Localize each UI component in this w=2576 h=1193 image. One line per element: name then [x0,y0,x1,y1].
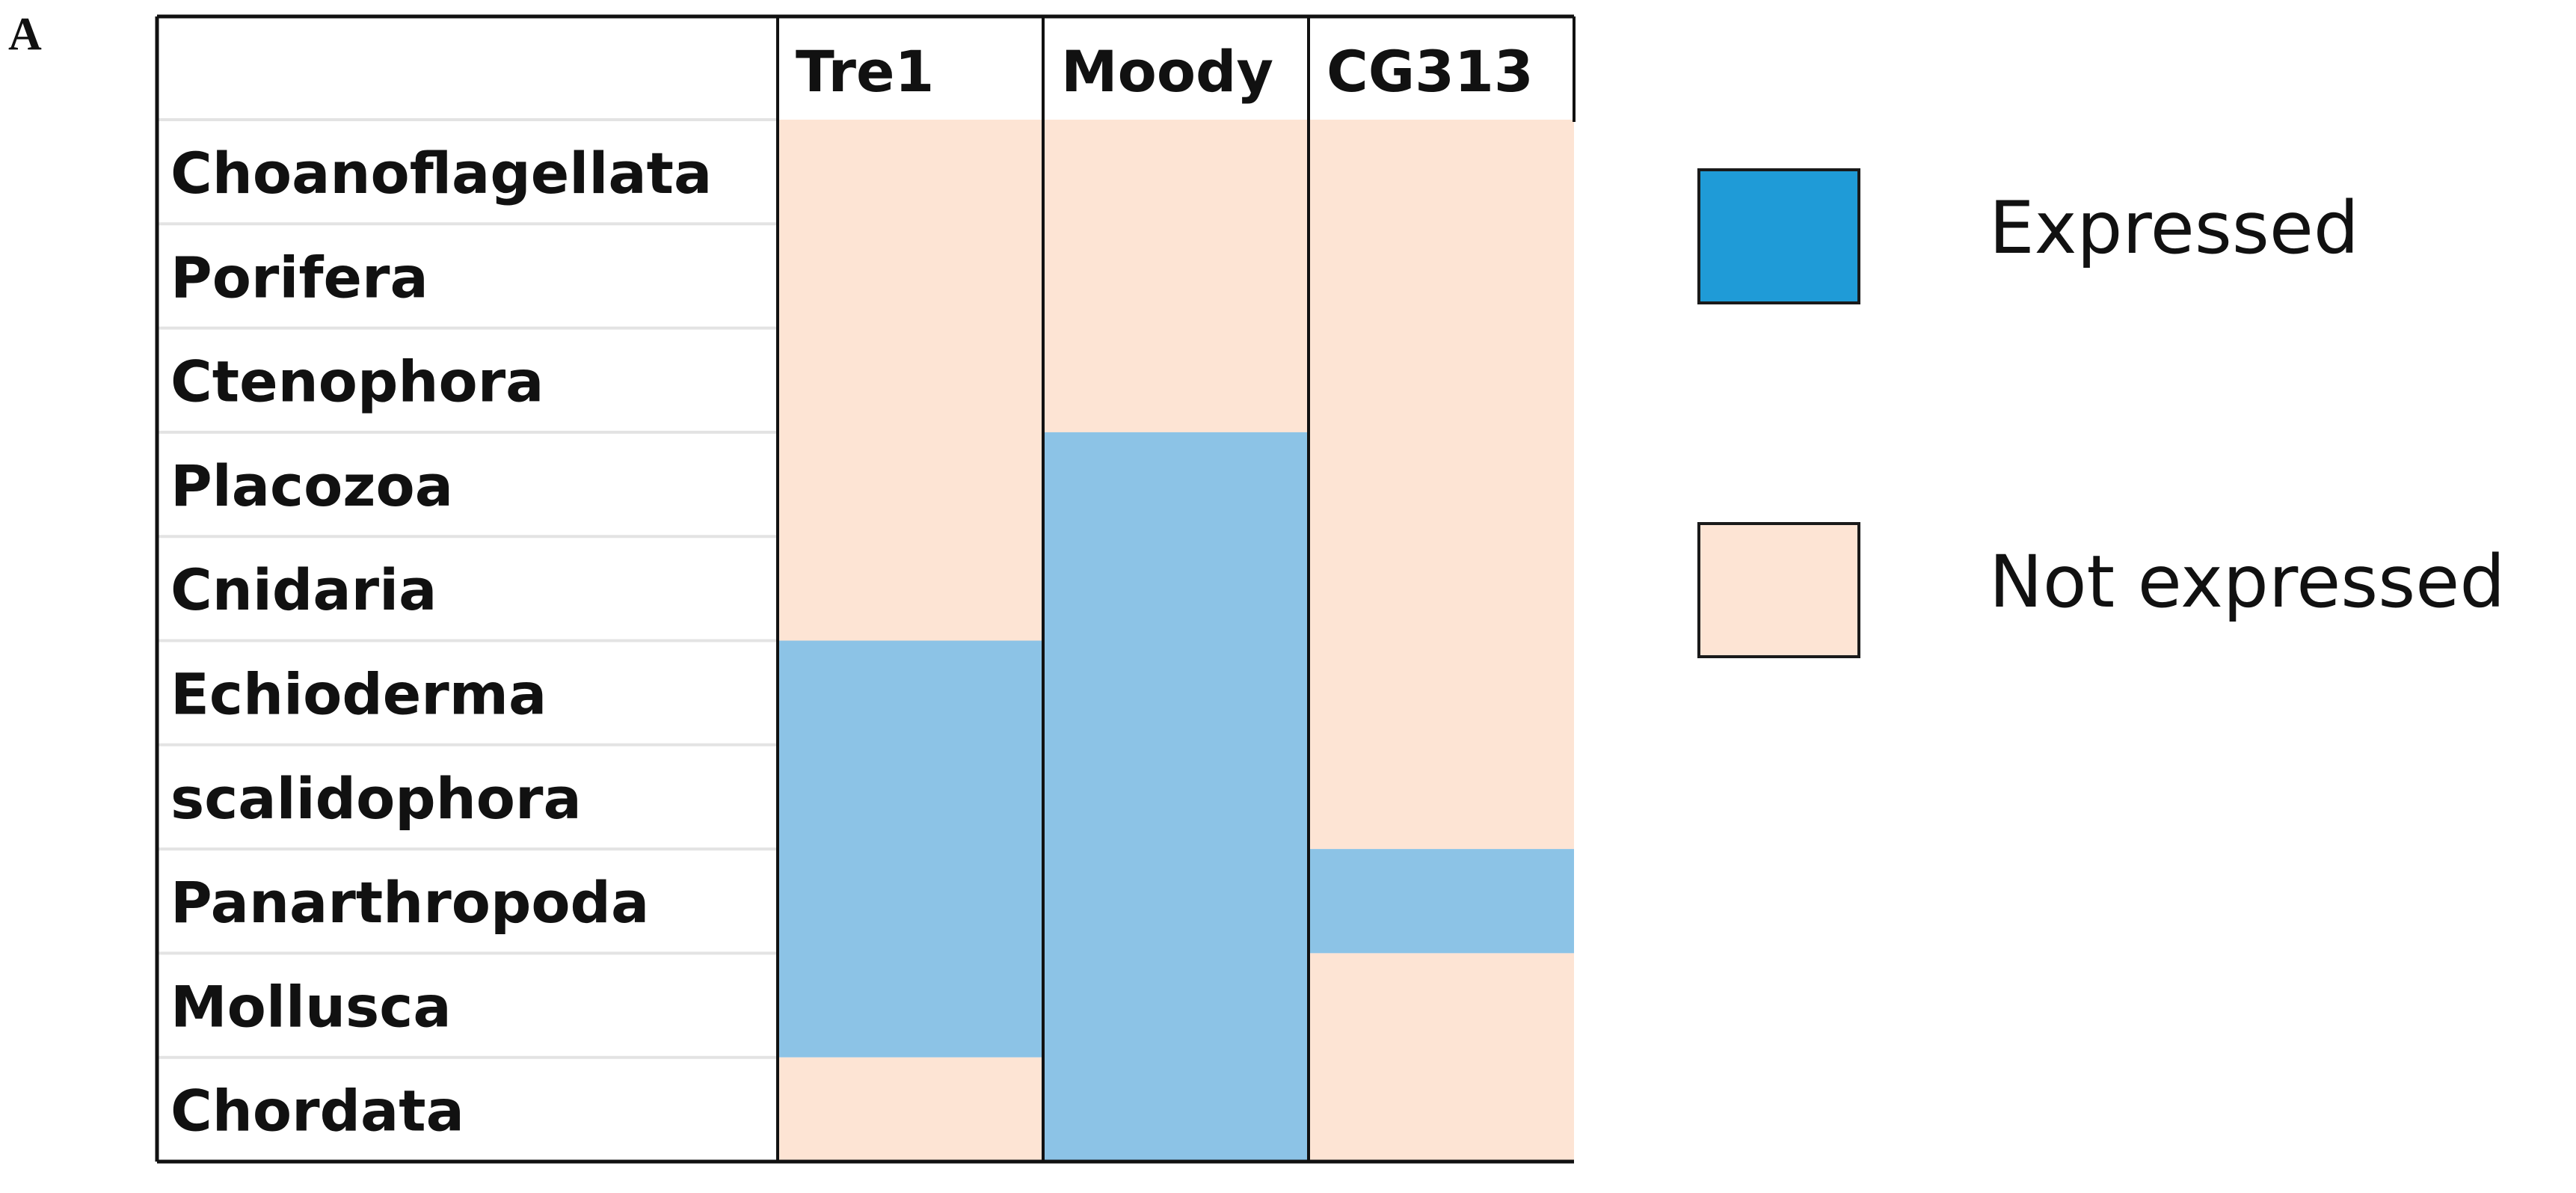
legend-label-not-expressed: Not expressed [1989,540,2506,624]
legend-item-not-expressed: Not expressed [1697,522,2572,664]
column-header-moody: Moody [1061,38,1273,105]
legend-swatch-not-expressed [1697,522,1860,658]
cell-block-cg313-expressed [1309,849,1574,954]
legend-label-expressed: Expressed [1989,186,2359,270]
row-label-scalidophora: scalidophora [170,765,582,832]
cell-block-tre1-not-expressed [778,1057,1043,1162]
row-label-cnidaria: Cnidaria [170,556,437,623]
cell-block-moody-not-expressed [1043,120,1309,432]
panel-label: A [8,9,42,60]
expression-matrix: Tre1 Moody CG313 Choanoflagellata Porifera Ct… [155,14,1576,1164]
row-label-porifera: Porifera [170,244,428,310]
row-label-panarthropoda: Panarthropoda [170,869,649,936]
row-label-mollusca: Mollusca [170,973,452,1040]
cell-block-moody-expressed [1043,432,1309,1162]
row-label-echioderma: Echioderma [170,661,547,728]
cell-block-tre1-not-expressed [778,120,1043,641]
row-label-ctenophora: Ctenophora [170,349,544,415]
row-label-placozoa: Placozoa [170,453,453,519]
cell-block-cg313-not-expressed [1309,120,1574,850]
legend-swatch-expressed [1697,168,1860,304]
cell-block-tre1-expressed [778,640,1043,1058]
cell-block-cg313-not-expressed [1309,953,1574,1162]
row-label-choanoflagellata: Choanoflagellata [170,140,712,206]
column-header-cg313: CG313 [1327,38,1534,105]
column-header-tre1: Tre1 [796,38,934,105]
legend-item-expressed: Expressed [1697,168,2572,310]
row-label-chordata: Chordata [170,1078,464,1144]
